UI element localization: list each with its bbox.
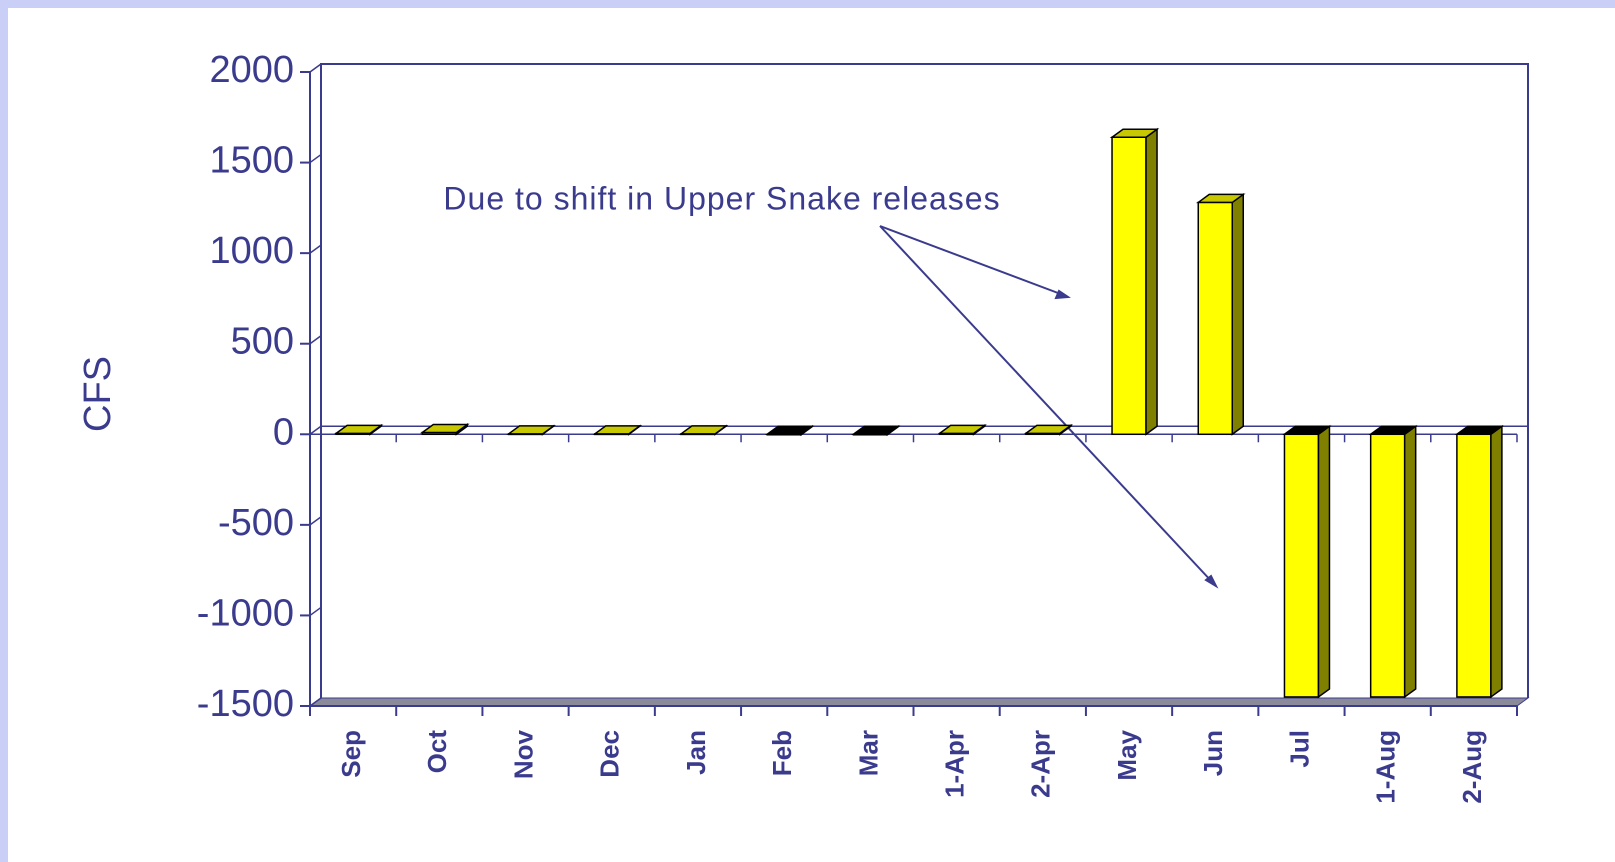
bar-side xyxy=(1231,192,1244,436)
y-tick-depth xyxy=(309,153,322,164)
y-tick-depth xyxy=(309,606,322,617)
bar-top xyxy=(1023,424,1074,435)
floor xyxy=(308,697,1530,707)
bar xyxy=(1368,424,1418,699)
bar-top xyxy=(1368,425,1418,436)
bar-side xyxy=(1145,127,1158,436)
y-tick-label: 1500 xyxy=(209,140,294,182)
bar-front xyxy=(1197,201,1233,436)
x-tick-label: Jun xyxy=(1198,730,1228,776)
back-wall xyxy=(320,63,1529,698)
bar-front xyxy=(1369,433,1406,698)
x-tick-label: 1-Aug xyxy=(1371,730,1401,804)
bar-front xyxy=(1283,433,1320,698)
bar-front xyxy=(1111,136,1147,436)
x-tick-label: Jan xyxy=(681,730,711,775)
x-tick-label: Oct xyxy=(422,730,452,774)
x-tick-label: Sep xyxy=(336,730,366,778)
y-tick-label: 2000 xyxy=(209,49,294,91)
annotation: Due to shift in Upper Snake releases xyxy=(443,180,1000,216)
x-tick-label: Nov xyxy=(508,729,538,779)
x-tick-label: Feb xyxy=(767,730,797,776)
bar-top xyxy=(1195,193,1246,204)
bar xyxy=(764,424,815,437)
bar-top xyxy=(764,425,815,436)
bar xyxy=(678,424,729,436)
y-tick-label: 500 xyxy=(231,321,294,363)
bar xyxy=(1109,127,1160,436)
x-tick-label: Mar xyxy=(853,730,883,776)
bar-side xyxy=(1403,424,1417,699)
y-tick-depth xyxy=(309,516,322,526)
bar-top xyxy=(506,425,556,435)
y-tick-depth xyxy=(309,335,322,345)
x-tick-label: 1-Apr xyxy=(939,730,969,798)
bar xyxy=(851,424,901,437)
bar-top xyxy=(1109,128,1160,138)
bar xyxy=(506,424,556,436)
x-tick-label: May xyxy=(1112,729,1142,780)
y-tick-depth xyxy=(309,63,322,73)
bar-top xyxy=(1454,425,1505,436)
y-tick-depth xyxy=(309,697,322,707)
bar-top xyxy=(851,425,901,436)
y-tick-label: -1000 xyxy=(197,592,294,634)
bar xyxy=(1023,423,1074,436)
bar xyxy=(333,423,384,436)
bar-top xyxy=(333,424,384,435)
bar-side xyxy=(1490,424,1503,699)
bar xyxy=(1195,192,1246,436)
bar-side xyxy=(1317,424,1331,699)
bar-top xyxy=(592,425,643,435)
bar xyxy=(1282,424,1332,699)
x-tick-label: 2-Aug xyxy=(1457,730,1487,804)
x-tick-label: Dec xyxy=(595,730,625,778)
y-tick-label: -500 xyxy=(218,502,294,544)
y-tick-depth xyxy=(309,244,322,254)
bar xyxy=(937,423,987,436)
bar xyxy=(420,423,470,436)
bar xyxy=(1454,424,1505,699)
bar xyxy=(592,424,643,436)
bar-front xyxy=(1456,433,1492,698)
y-tick-label: 1000 xyxy=(209,230,294,272)
bar-top xyxy=(420,423,470,434)
bar-top xyxy=(1282,425,1332,436)
x-tick-label: Jul xyxy=(1284,730,1314,768)
x-tick-label: 2-Apr xyxy=(1026,730,1056,798)
y-axis-label: CFS xyxy=(77,356,119,432)
annotation-arrows xyxy=(879,225,1219,589)
bar-top xyxy=(937,424,987,435)
y-tick-label: -1500 xyxy=(197,683,294,725)
y-tick-label: 0 xyxy=(273,411,294,453)
y-tick-depth xyxy=(309,425,322,435)
bar-top xyxy=(678,425,729,435)
